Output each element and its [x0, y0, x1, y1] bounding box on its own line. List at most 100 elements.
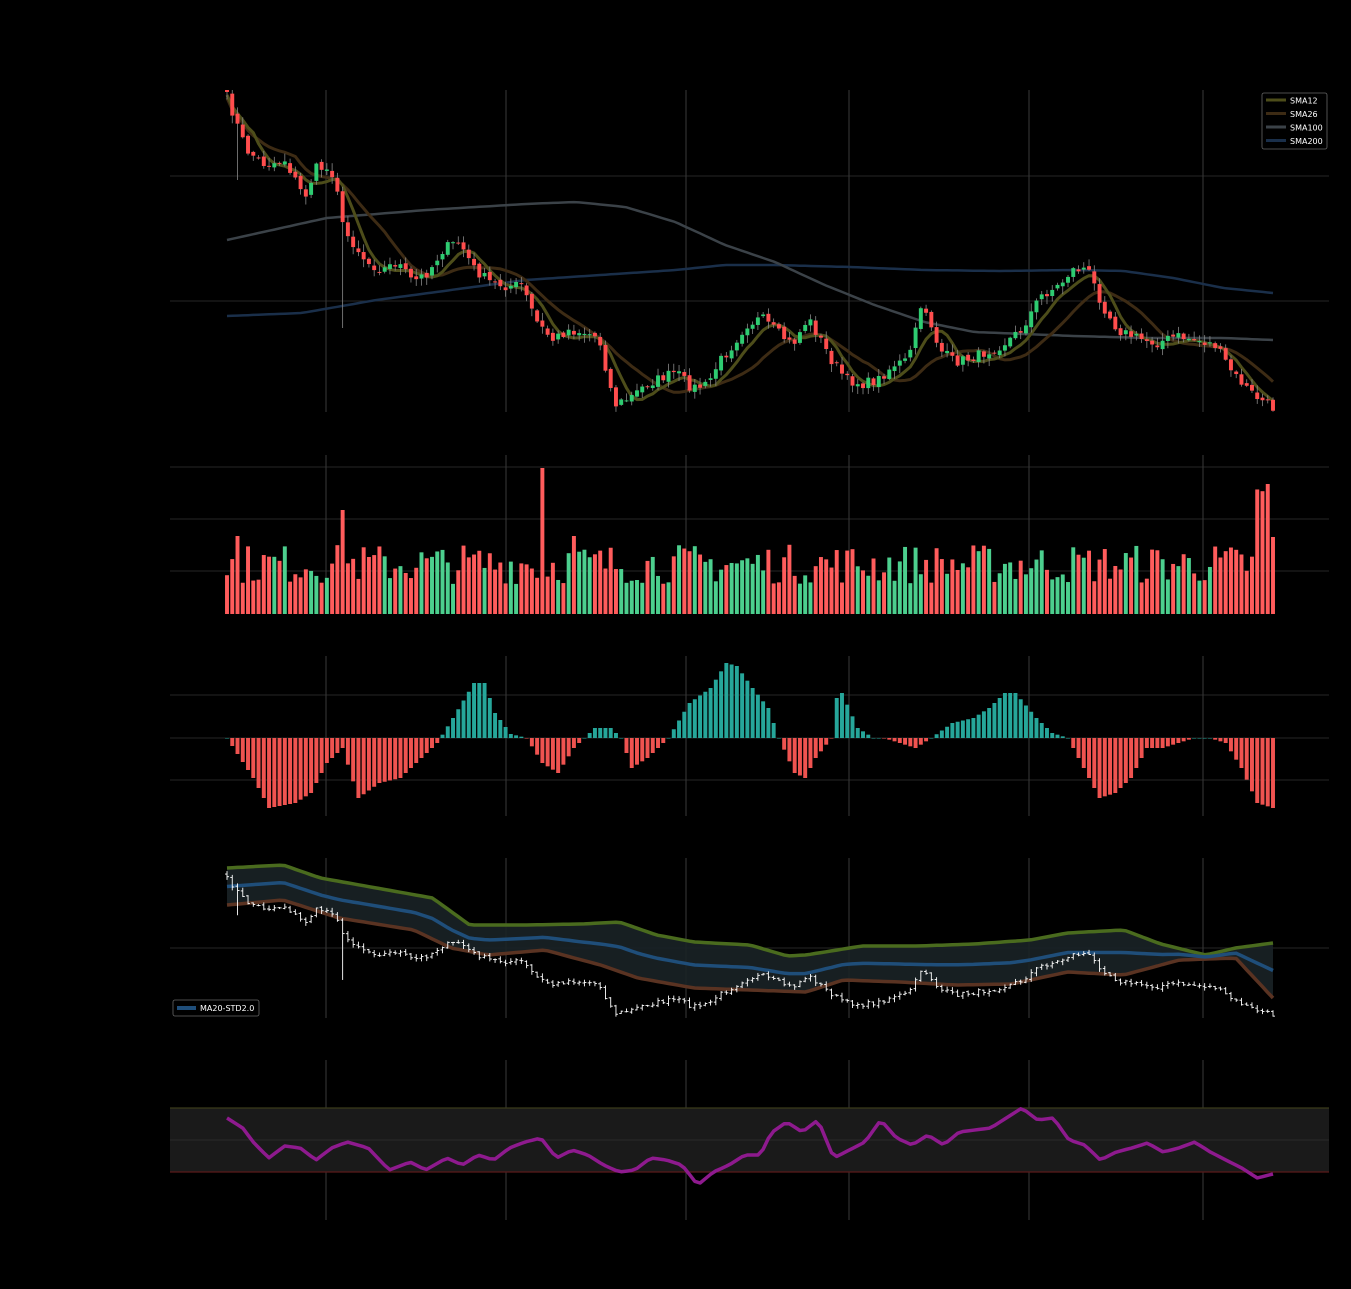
macd-bar: [1271, 738, 1275, 808]
candle-body: [687, 375, 692, 391]
macd-bar: [393, 738, 398, 780]
candle-body: [903, 358, 908, 361]
candle-body: [971, 359, 976, 361]
candle-body: [493, 281, 498, 283]
volume-bar: [514, 583, 519, 614]
macd-bar: [829, 738, 834, 739]
macd-bar: [640, 738, 645, 762]
candle-body: [1271, 399, 1275, 411]
candle-body: [955, 355, 960, 366]
candle-body: [225, 90, 229, 93]
macd-bar: [293, 738, 298, 803]
candle-body: [787, 337, 792, 340]
candle-body: [682, 372, 687, 376]
volume-bar: [1234, 549, 1239, 614]
volume-bar: [908, 583, 913, 614]
volume-bar: [1134, 545, 1139, 614]
macd-bar: [1013, 693, 1018, 738]
macd-bar: [918, 738, 923, 745]
macd-bar: [1239, 738, 1244, 768]
volume-bar: [987, 548, 992, 614]
macd-bar: [1223, 738, 1228, 743]
candle-body: [272, 163, 277, 168]
candle-body: [698, 384, 703, 388]
candle-body: [529, 293, 534, 309]
candle-body: [834, 362, 839, 364]
volume-bar: [1050, 579, 1055, 614]
macd-bar: [740, 673, 745, 738]
macd-bar: [997, 698, 1002, 738]
macd-bar: [487, 698, 492, 738]
candle-body: [288, 163, 293, 173]
volume-bar: [550, 562, 555, 614]
macd-bar: [761, 701, 766, 738]
volume-bar: [1029, 568, 1034, 614]
candle-body: [1228, 359, 1233, 371]
macd-bar: [797, 738, 802, 776]
candle-body: [419, 274, 424, 279]
macd-bar: [1176, 738, 1181, 743]
macd-bar: [929, 738, 934, 739]
candle-body: [519, 283, 524, 285]
volume-bar: [330, 563, 335, 614]
macd-bar: [309, 738, 314, 793]
candle-body: [1223, 348, 1228, 360]
volume-bar: [1239, 554, 1244, 614]
macd-bar: [261, 738, 266, 798]
candle-body: [1250, 384, 1254, 391]
volume-bar: [845, 550, 850, 614]
volume-bar: [1165, 579, 1170, 614]
macd-bar: [1023, 705, 1028, 738]
macd-plot-area: [170, 656, 1329, 816]
candle-body: [372, 265, 377, 271]
macd-bar: [1018, 699, 1023, 738]
candle-body: [393, 265, 398, 267]
volume-bar: [950, 559, 955, 614]
candle-body: [1186, 338, 1191, 341]
candle-body: [1097, 284, 1102, 303]
macd-bar: [724, 663, 729, 738]
volume-bar: [882, 572, 887, 614]
volume-bar: [687, 551, 692, 614]
volume-bar: [903, 546, 908, 614]
volume-bar: [1255, 489, 1260, 614]
volume-bar: [992, 581, 997, 614]
macd-bar: [577, 738, 582, 743]
volume-bar: [677, 545, 682, 614]
bollinger-upper-line: [226, 863, 1274, 958]
volume-bar: [1118, 569, 1123, 614]
volume-bar: [351, 558, 356, 614]
volume-bar: [766, 549, 771, 614]
macd-bar: [981, 711, 986, 738]
candle-body: [619, 399, 624, 405]
volume-bar: [1271, 537, 1275, 614]
macd-bar: [482, 683, 487, 738]
macd-bar: [1055, 734, 1060, 738]
macd-bar: [960, 720, 965, 738]
macd-bar: [540, 738, 545, 763]
candle-body: [1092, 271, 1097, 284]
macd-bar: [330, 738, 335, 758]
volume-bar: [235, 536, 240, 614]
macd-bar: [666, 738, 671, 739]
volume-bar: [603, 568, 608, 614]
volume-bar: [729, 562, 734, 614]
candle-body: [235, 113, 240, 124]
volume-bar: [750, 563, 755, 614]
macd-bar: [1039, 723, 1044, 738]
candle-body: [945, 350, 950, 354]
candle-body: [908, 349, 913, 358]
volume-bar: [608, 547, 613, 614]
candle-body: [246, 135, 250, 154]
macd-bar: [550, 738, 555, 770]
candle-body: [303, 189, 308, 197]
candle-body: [897, 360, 902, 366]
macd-bar: [382, 738, 387, 782]
volume-bar: [892, 580, 897, 614]
macd-bar: [976, 714, 981, 738]
candle-body: [1255, 392, 1260, 400]
macd-bar: [529, 738, 534, 747]
candle-body: [635, 390, 639, 397]
candle-body: [498, 279, 503, 287]
volume-bar: [482, 567, 487, 614]
